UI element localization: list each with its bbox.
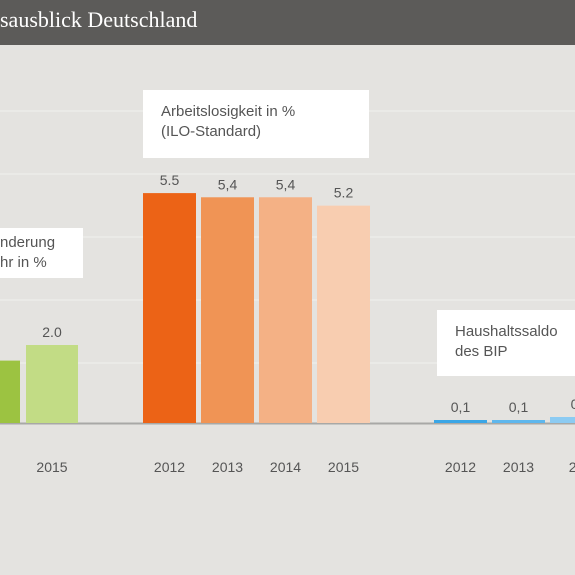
bar	[26, 345, 78, 423]
tick-label: 2012	[445, 459, 476, 475]
value-label: 5.2	[334, 185, 354, 201]
bar	[259, 197, 312, 423]
tick-label: 2013	[503, 459, 534, 475]
legend-line-2: (ILO-Standard)	[161, 123, 262, 140]
tick-label: 20	[569, 459, 575, 475]
legend-box-budget: Haushaltssaldo des BIP	[437, 310, 575, 376]
legend-line-1: Haushaltssaldo	[455, 323, 558, 340]
value-label: 5,4	[276, 176, 296, 192]
tick-label: 2015	[36, 459, 67, 475]
tick-label: 2015	[328, 459, 359, 475]
bar	[201, 197, 254, 423]
page-title: sausblick Deutschland	[0, 7, 198, 32]
value-label: 2.0	[42, 324, 62, 340]
tick-label: 2013	[212, 459, 243, 475]
bar	[317, 205, 370, 423]
bar	[550, 417, 575, 423]
value-label: 5,4	[218, 176, 238, 192]
value-label: 0,1	[509, 399, 529, 415]
value-label: 0,1	[451, 399, 471, 415]
legend-line-1: Arbeitslosigkeit in %	[161, 103, 296, 120]
legend-line-2: hr in %	[0, 254, 47, 271]
legend-box-unemployment: Arbeitslosigkeit in % (ILO-Standard)	[143, 90, 369, 158]
value-label: 5.5	[160, 172, 180, 188]
bar	[492, 420, 545, 423]
value-label: 0,	[571, 396, 575, 412]
legend-line-2: des BIP	[455, 343, 508, 360]
bar	[434, 420, 487, 423]
legend-line-1: nderung	[0, 234, 56, 251]
bar	[143, 193, 196, 423]
header-bar: sausblick Deutschland	[0, 0, 575, 45]
tick-label: 2014	[270, 459, 301, 475]
tick-label: 2012	[154, 459, 185, 475]
bar	[0, 360, 20, 423]
legend-box-growth: nderung hr in %	[0, 228, 83, 278]
